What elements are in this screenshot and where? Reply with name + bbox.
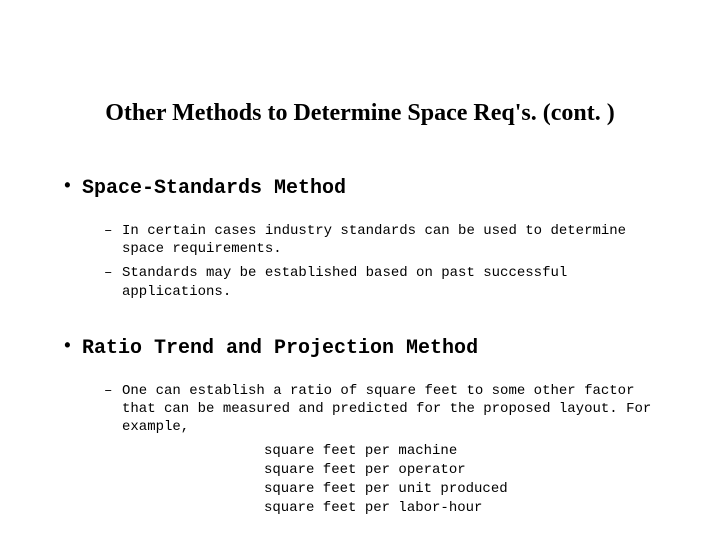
example-line: square feet per unit produced [264,480,660,499]
example-line: square feet per labor-hour [264,499,660,518]
section-heading-ratio-trend: Ratio Trend and Projection Method [60,337,660,360]
list-item: In certain cases industry standards can … [104,222,660,258]
list-item: One can establish a ratio of square feet… [104,382,660,437]
example-line: square feet per operator [264,461,660,480]
section1-sub-list: In certain cases industry standards can … [60,222,660,301]
example-list: square feet per machine square feet per … [264,442,660,518]
slide: Other Methods to Determine Space Req's. … [0,0,720,540]
section-heading-space-standards: Space-Standards Method [60,177,660,200]
list-item: Standards may be established based on pa… [104,264,660,300]
slide-title: Other Methods to Determine Space Req's. … [60,100,660,127]
section2-sub-list: One can establish a ratio of square feet… [60,382,660,518]
example-line: square feet per machine [264,442,660,461]
